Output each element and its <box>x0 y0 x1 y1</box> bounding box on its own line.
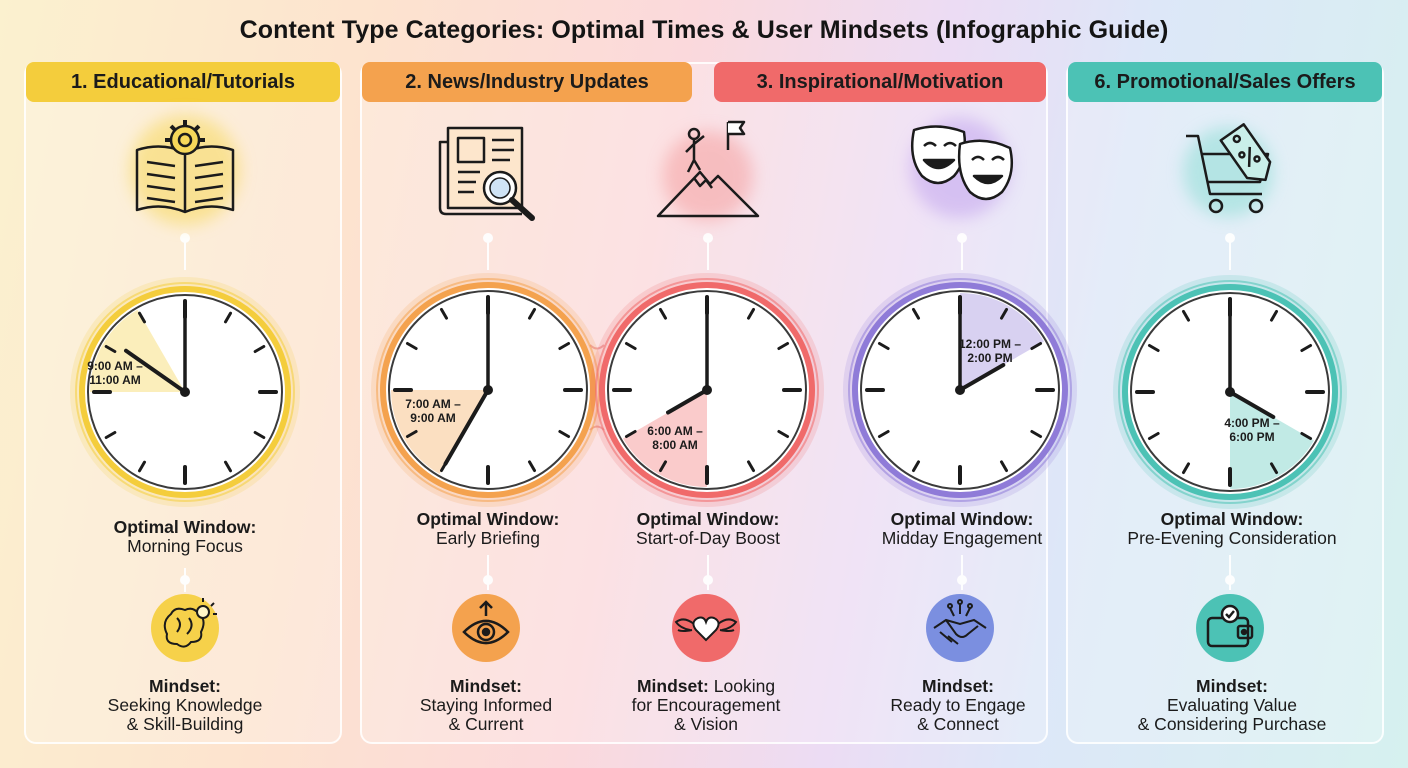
window-label-promotional: Optimal Window: Pre-Evening Consideration <box>1127 509 1337 548</box>
page-title: Content Type Categories: Optimal Times &… <box>239 16 1169 44</box>
connectors <box>180 233 1235 592</box>
brain-lightbulb-icon <box>151 594 219 662</box>
clock-1: 7:00 AM –9:00 AM <box>371 273 605 507</box>
clock-3: 12:00 PM –2:00 PM <box>843 273 1077 507</box>
mindset-label-promotional: Mindset: Evaluating Value & Considering Pu… <box>1137 676 1327 734</box>
mindset-label-midday: Mindset: Ready to Engage & Connect <box>890 676 1026 734</box>
time-window-label: 6:00 AM – <box>647 424 703 438</box>
clock-0: 9:00 AM –11:00 AM <box>70 277 300 507</box>
time-window-wedge <box>960 293 1045 390</box>
cart-tag-icon <box>1183 123 1273 217</box>
time-window-label: 12:00 PM – <box>959 337 1021 351</box>
theater-masks-icon <box>910 118 1013 218</box>
time-window-wedge <box>391 390 488 475</box>
newspaper-magnifier-icon <box>438 126 535 221</box>
time-window-label: 8:00 AM <box>652 438 698 452</box>
category-inspirational-title: 3. Inspirational/Motivation <box>714 62 1046 102</box>
time-window-wedge <box>90 309 185 392</box>
mindset-label-educational: Mindset: Seeking Knowledge & Skill-Buildin… <box>107 676 263 734</box>
clock-2: 6:00 AM –8:00 AM <box>590 273 824 507</box>
eye-arrow-icon <box>452 594 520 662</box>
window-label-news: Optimal Window: Early Briefing <box>416 509 560 548</box>
time-window-label: 9:00 AM <box>410 411 456 425</box>
category-promotional-title: 6. Promotional/Sales Offers <box>1068 62 1382 102</box>
clock-4: 4:00 PM –6:00 PM <box>1113 275 1347 509</box>
window-label-educational: Optimal Window: Morning Focus <box>113 517 257 556</box>
time-window-label: 11:00 AM <box>89 373 141 387</box>
mindset-label-news: Mindset: Staying Informed & Current <box>419 676 553 734</box>
handshake-icon <box>926 594 994 662</box>
hour-hand <box>443 388 490 466</box>
time-window-label: 4:00 PM – <box>1224 416 1280 430</box>
category-educational-title: 1. Educational/Tutorials <box>26 62 340 102</box>
time-window-label: 6:00 PM <box>1229 430 1274 444</box>
hour-hand <box>666 388 709 415</box>
time-window-label: 7:00 AM – <box>405 397 461 411</box>
wallet-check-icon <box>1196 594 1264 662</box>
mindset-label-inspirational: Mindset: Looking for Encouragement & Visio… <box>631 676 781 734</box>
time-window-label: 2:00 PM <box>967 351 1012 365</box>
time-window-wedge <box>622 390 707 487</box>
hour-hand <box>958 363 1006 392</box>
open-book-gear-icon <box>130 115 240 225</box>
time-window-label: 9:00 AM – <box>87 359 143 373</box>
window-label-inspirational: Optimal Window: Start-of-Day Boost <box>636 509 780 548</box>
hour-hand <box>124 348 187 394</box>
time-window-wedge <box>1230 392 1315 489</box>
window-label-midday: Optimal Window: Midday Engagement <box>881 509 1043 548</box>
mountain-flag-icon <box>656 120 760 221</box>
category-news-title: 2. News/Industry Updates <box>362 62 692 102</box>
hour-hand <box>1228 390 1276 419</box>
winged-heart-icon <box>672 594 740 662</box>
